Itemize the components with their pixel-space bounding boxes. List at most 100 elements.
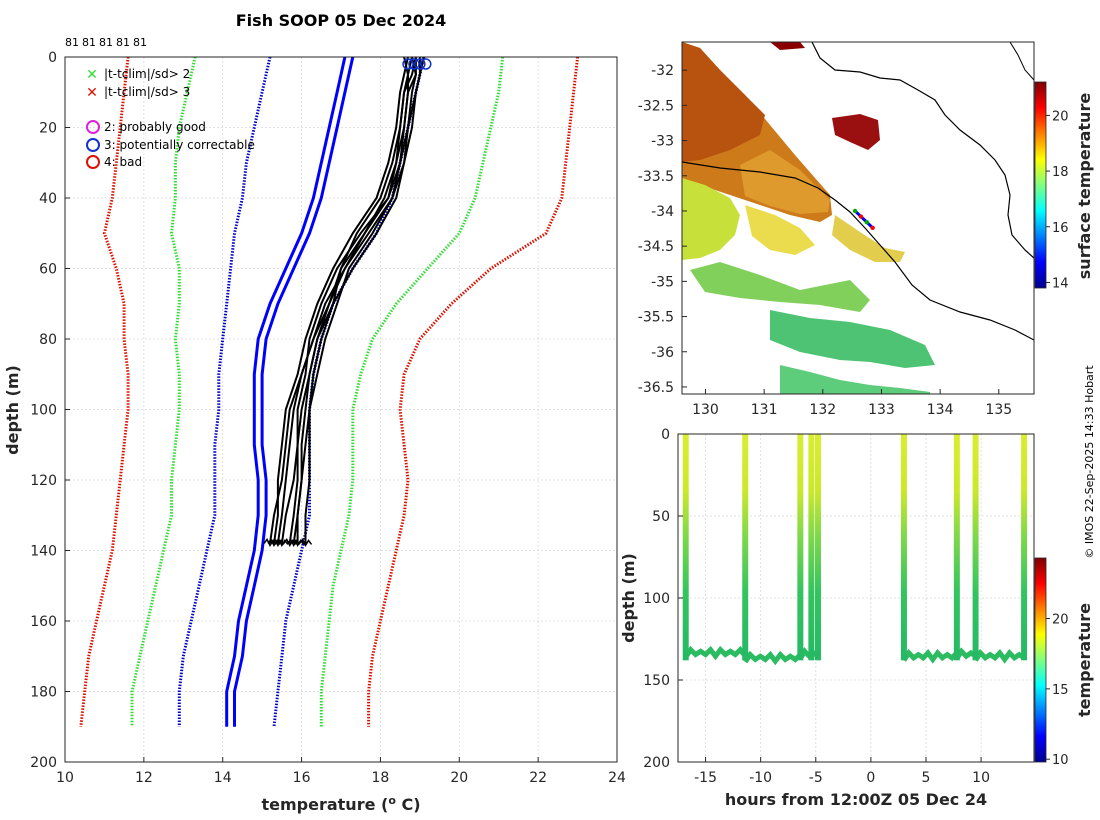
y-tick-label: -33 [651, 134, 674, 150]
y-tick-label: -36.5 [638, 380, 674, 396]
x-axis-label-sup: o [388, 794, 396, 807]
clim-sd3-high-line [367, 57, 580, 727]
x-tick-label: 18 [372, 770, 390, 786]
y-tick-label: 60 [39, 262, 57, 278]
track-line [854, 209, 874, 229]
map-y-ticks: -32 -32.5 -33 -33.5 -34 -34.5 -35 -35.5 -36 -36.5 [638, 63, 674, 396]
x-axis-label-tail: C) [396, 795, 421, 814]
x-tick-label: 16 [293, 770, 311, 786]
cast-column [814, 434, 821, 661]
depth-time-x-ticks: -15 -10 -5 0 5 10 [694, 757, 990, 786]
x-tick-label: 130 [692, 402, 719, 418]
map-colorbar [1034, 81, 1047, 289]
y-tick-label: 20 [39, 121, 57, 137]
depth-time-y-label: depth (m) [619, 553, 638, 643]
y-tick-label: 180 [30, 685, 57, 701]
y-tick-label: 200 [30, 755, 57, 771]
map-grid [682, 69, 1000, 394]
y-tick-label: -34 [651, 204, 674, 220]
colorbar-tick-label: 20 [1052, 612, 1069, 627]
legend-label: |t-tclim|/sd> 2 [104, 67, 190, 81]
depth-time-y-ticks: 0 50 100 150 200 [643, 427, 683, 771]
y-tick-label: 120 [30, 473, 57, 489]
clim-sd1-low-line [177, 57, 272, 727]
depth-time-x-label: hours from 12:00Z 05 Dec 24 [725, 790, 987, 809]
map-x-ticks: 130 131 132 133 134 135 [692, 402, 1012, 418]
x-tick-label: 132 [809, 402, 836, 418]
profile-6-line [280, 57, 417, 544]
y-tick-label: 140 [30, 544, 57, 560]
y-tick-label: 100 [643, 591, 670, 607]
y-tick-label: 0 [661, 427, 670, 443]
bottom-segment [683, 645, 748, 661]
sst-mild-region [682, 178, 740, 260]
circle-marker-icon [86, 120, 100, 134]
profile-7-bottom [263, 538, 277, 548]
top-label: 81 [116, 36, 130, 49]
x-tick-label: 134 [927, 402, 954, 418]
y-tick-label: 150 [643, 673, 670, 689]
top-label: 81 [65, 36, 79, 49]
chart-title: Fish SOOP 05 Dec 2024 [236, 11, 446, 30]
sst-warm-patch [740, 150, 830, 214]
map-colorbar-ticks: 14 16 18 20 [1046, 109, 1069, 291]
top-label: 81 [133, 36, 147, 49]
clim-mean-b-line [233, 57, 355, 727]
sst-green-band [690, 262, 870, 312]
x-tick-label: -10 [749, 770, 772, 786]
profile-x-ticks: 10 12 14 16 18 20 22 24 [56, 757, 626, 786]
sst-map-panel: 130 131 132 133 134 135 -32-32.5-33-33.5-34-3… [638, 41, 1094, 418]
x-axis-label: temperature (o C) [261, 794, 420, 815]
x-tick-label: 133 [868, 402, 895, 418]
credit-text: © IMOS 22-Sep-2025 14:33 Hobart [1083, 365, 1096, 559]
circle-marker-icon [86, 138, 100, 152]
track-point [858, 214, 864, 219]
x-tick-label: -5 [809, 770, 823, 786]
clim-mean-a-line [225, 57, 347, 727]
legend-label: 2: probably good [104, 120, 206, 134]
profile-markers [402, 58, 432, 70]
top-label: 81 [82, 36, 96, 49]
y-tick-label: 0 [48, 50, 57, 66]
y-tick-label: -34.5 [638, 239, 674, 255]
x-tick-label: 22 [529, 770, 547, 786]
x-tick-label: 14 [214, 770, 232, 786]
top-label: 81 [99, 36, 113, 49]
x-tick-label: 12 [135, 770, 153, 786]
bottom-segment [973, 648, 1026, 664]
colorbar-tick-label: 10 [1052, 753, 1069, 768]
x-tick-label: 24 [608, 770, 626, 786]
land-patch [770, 42, 805, 50]
cast-column [953, 434, 960, 661]
x-tick-label: -15 [694, 770, 717, 786]
legend-item-sd3: ✕ |t-tclim|/sd> 3 [86, 85, 190, 101]
track-point [852, 208, 858, 214]
bottom-segment [954, 647, 978, 661]
depth-time-colorbar-label: temperature [1075, 603, 1094, 717]
profile-8-line [296, 57, 425, 544]
profile-8-bottom [291, 538, 305, 548]
cast-column [682, 434, 689, 661]
y-tick-label: 200 [643, 755, 670, 771]
profile-7-line [269, 57, 413, 544]
x-tick-label: 10 [972, 770, 990, 786]
colorbar-tick-label: 14 [1052, 276, 1069, 291]
x-tick-label: 131 [751, 402, 778, 418]
circle-marker-icon [86, 155, 100, 169]
cast-column [1021, 434, 1028, 661]
clim-sd3-low-line [79, 57, 130, 727]
x-tick-label: 5 [922, 770, 931, 786]
flag3-marker [402, 58, 414, 70]
depth-time-data [682, 434, 1028, 666]
colorbar-tick-label: 18 [1052, 165, 1069, 180]
legend-label: 3: potentially correctable [104, 138, 255, 152]
clim-sd2-low-line [130, 57, 197, 727]
x-tick-label: 135 [985, 402, 1012, 418]
y-tick-label: -33.5 [638, 169, 674, 185]
legend-label: |t-tclim|/sd> 3 [104, 85, 190, 99]
cast-column [972, 434, 979, 661]
cast-column [742, 434, 749, 661]
y-tick-label: 100 [30, 403, 57, 419]
y-tick-label: -35.5 [638, 310, 674, 326]
profile-lines [79, 57, 580, 727]
